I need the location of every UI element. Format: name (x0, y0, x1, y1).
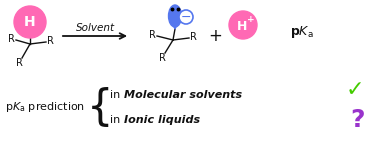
Text: R: R (8, 34, 14, 44)
Text: p$K_\mathrm{a}$: p$K_\mathrm{a}$ (290, 24, 314, 40)
Ellipse shape (169, 5, 181, 27)
Circle shape (179, 10, 193, 24)
Circle shape (229, 11, 257, 39)
Text: Ionic liquids: Ionic liquids (124, 115, 200, 125)
Text: H: H (237, 20, 247, 32)
Text: −: − (181, 10, 191, 24)
Text: in: in (110, 115, 124, 125)
Text: H: H (24, 15, 36, 29)
Text: R: R (190, 32, 196, 42)
Text: ✓: ✓ (346, 80, 364, 100)
Text: {: { (87, 87, 113, 129)
Text: ?: ? (351, 108, 365, 132)
Text: +: + (208, 27, 222, 45)
Text: Solvent: Solvent (75, 23, 115, 33)
Text: R: R (15, 58, 23, 68)
Text: R: R (47, 36, 54, 46)
Text: R: R (159, 53, 166, 63)
Text: R: R (149, 30, 155, 40)
Text: +: + (247, 14, 255, 24)
Circle shape (14, 6, 46, 38)
Text: p$K_\mathrm{a}$ prediction: p$K_\mathrm{a}$ prediction (5, 100, 85, 114)
Text: Molecular solvents: Molecular solvents (124, 90, 242, 100)
Text: in: in (110, 90, 124, 100)
Polygon shape (172, 21, 178, 29)
